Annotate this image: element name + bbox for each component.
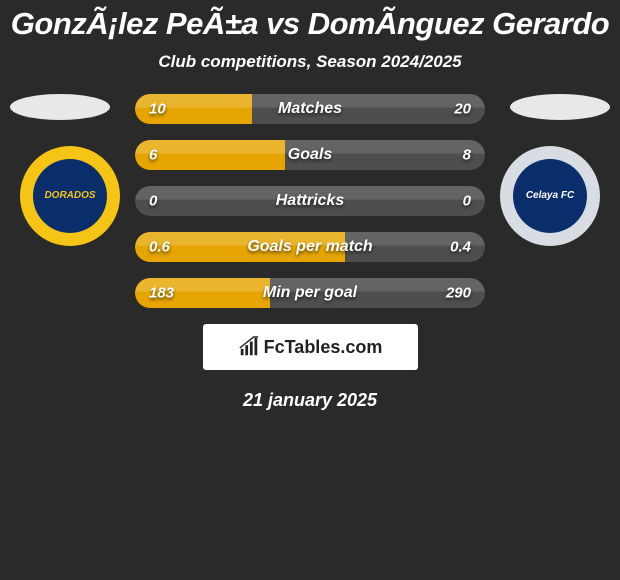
stat-label: Matches	[135, 100, 485, 118]
stat-label: Goals	[135, 146, 485, 164]
stat-label: Min per goal	[135, 284, 485, 302]
source-logo-box: FcTables.com	[203, 324, 418, 370]
snapshot-date: 21 january 2025	[0, 390, 620, 411]
comparison-title: GonzÃ¡lez PeÃ±a vs DomÃ­nguez Gerardo	[0, 0, 620, 42]
source-logo-text: FcTables.com	[264, 337, 383, 358]
stat-bars: 1020Matches 68Goals 00Hattricks 0.60.4Goals…	[135, 94, 485, 308]
right-team-badge-text: Celaya FC	[526, 191, 574, 201]
stat-label: Hattricks	[135, 192, 485, 210]
right-team-badge-inner: Celaya FC	[513, 159, 587, 233]
stat-bar-row: 0.60.4Goals per match	[135, 232, 485, 262]
comparison-subtitle: Club competitions, Season 2024/2025	[0, 52, 620, 72]
bar-chart-icon	[238, 336, 260, 358]
left-team-badge: DORADOS	[20, 146, 120, 246]
stat-bar-row: 68Goals	[135, 140, 485, 170]
stat-label: Goals per match	[135, 238, 485, 256]
left-team-badge-inner: DORADOS	[33, 159, 107, 233]
stat-bar-row: 00Hattricks	[135, 186, 485, 216]
right-team-badge: Celaya FC	[500, 146, 600, 246]
left-team-badge-text: DORADOS	[44, 191, 95, 201]
left-player-marker	[10, 94, 110, 120]
right-player-marker	[510, 94, 610, 120]
stat-bar-row: 1020Matches	[135, 94, 485, 124]
comparison-main: DORADOS Celaya FC 1020Matches 68Goals 00Ha…	[0, 94, 620, 308]
stat-bar-row: 183290Min per goal	[135, 278, 485, 308]
